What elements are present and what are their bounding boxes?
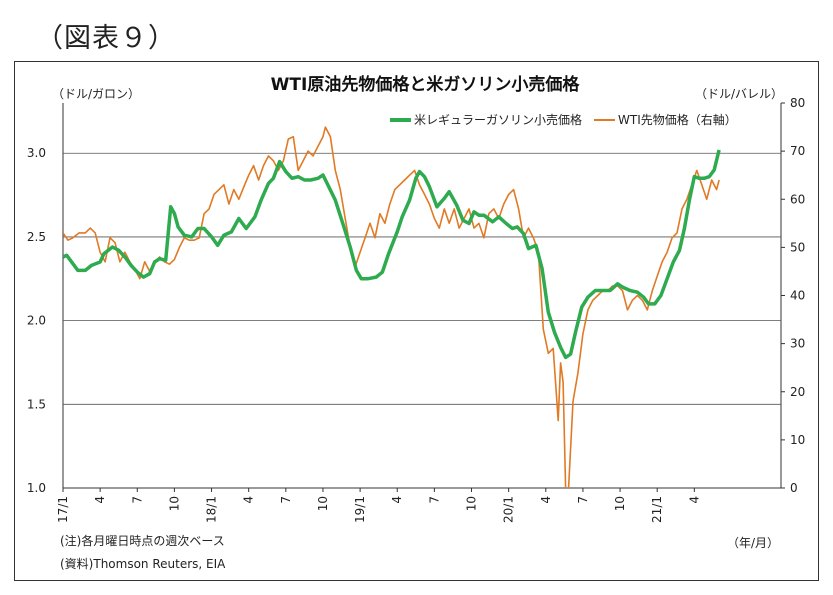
- right-tick-label: 10: [790, 433, 805, 447]
- x-tick-label: 7: [576, 496, 590, 504]
- x-tick-label: 4: [539, 496, 553, 504]
- source-text: (資料)Thomson Reuters, EIA: [60, 557, 226, 571]
- x-tick-label: 21/1: [650, 496, 664, 523]
- left-tick-label: 2.5: [27, 230, 46, 244]
- wti-price-line: [63, 126, 720, 488]
- right-tick-label: 30: [790, 337, 805, 351]
- x-tick-label: 7: [279, 496, 293, 504]
- right-tick-label: 80: [790, 96, 805, 110]
- x-tick-label: 4: [687, 496, 701, 504]
- right-axis-unit: （ドル/バレル）: [695, 87, 783, 101]
- x-tick-label: 17/1: [56, 496, 70, 523]
- x-tick-label: 10: [167, 496, 181, 511]
- x-tick-label: 10: [316, 496, 330, 511]
- left-tick-label: 3.0: [27, 146, 46, 160]
- legend-label-gasoline: 米レギュラーガソリン小売価格: [414, 112, 582, 127]
- x-tick-label: 7: [427, 496, 441, 504]
- series-lines: [63, 126, 721, 488]
- x-tick-label: 4: [242, 496, 256, 504]
- legend-label-wti: WTI先物価格（右軸）: [618, 112, 737, 127]
- x-tick-label: 19/1: [353, 496, 367, 523]
- chart-title: WTI原油先物価格と米ガソリン小売価格: [271, 74, 581, 95]
- gasoline-price-line: [63, 149, 721, 360]
- x-tick-label: 18/1: [205, 496, 219, 523]
- x-tick-label: 7: [130, 496, 144, 504]
- left-axis-unit: （ドル/ガロン）: [52, 87, 140, 101]
- right-tick-label: 60: [790, 192, 805, 206]
- left-axis-ticks: 1.0 1.5 2.0 2.5 3.0: [27, 146, 46, 495]
- chart-frame: [14, 61, 819, 581]
- right-tick-label: 50: [790, 240, 805, 254]
- x-tick-label: 20/1: [502, 496, 516, 523]
- figure-label: （図表９）: [36, 23, 176, 54]
- x-axis-ticks: 17/1 4 7 10 18/1 4 7 10 19/1 4 7 10 20/1 4 7 10 21/1 4: [56, 488, 701, 523]
- right-tick-label: 40: [790, 289, 805, 303]
- right-tick-label: 20: [790, 385, 805, 399]
- note-text: (注)各月曜日時点の週次ベース: [60, 534, 225, 548]
- x-tick-label: 10: [465, 496, 479, 511]
- x-tick-label: 4: [390, 496, 404, 504]
- right-axis-ticks: 0 10 20 30 40 50 60 70 80: [781, 96, 805, 495]
- left-tick-label: 2.0: [27, 314, 46, 328]
- left-tick-label: 1.5: [27, 397, 46, 411]
- gridlines: [62, 103, 782, 489]
- x-axis-unit: （年/月）: [727, 536, 779, 550]
- right-tick-label: 70: [790, 144, 805, 158]
- x-tick-label: 4: [93, 496, 107, 504]
- right-tick-label: 0: [790, 481, 798, 495]
- left-tick-label: 1.0: [27, 481, 46, 495]
- x-tick-label: 10: [613, 496, 627, 511]
- legend: 米レギュラーガソリン小売価格 WTI先物価格（右軸）: [390, 112, 737, 127]
